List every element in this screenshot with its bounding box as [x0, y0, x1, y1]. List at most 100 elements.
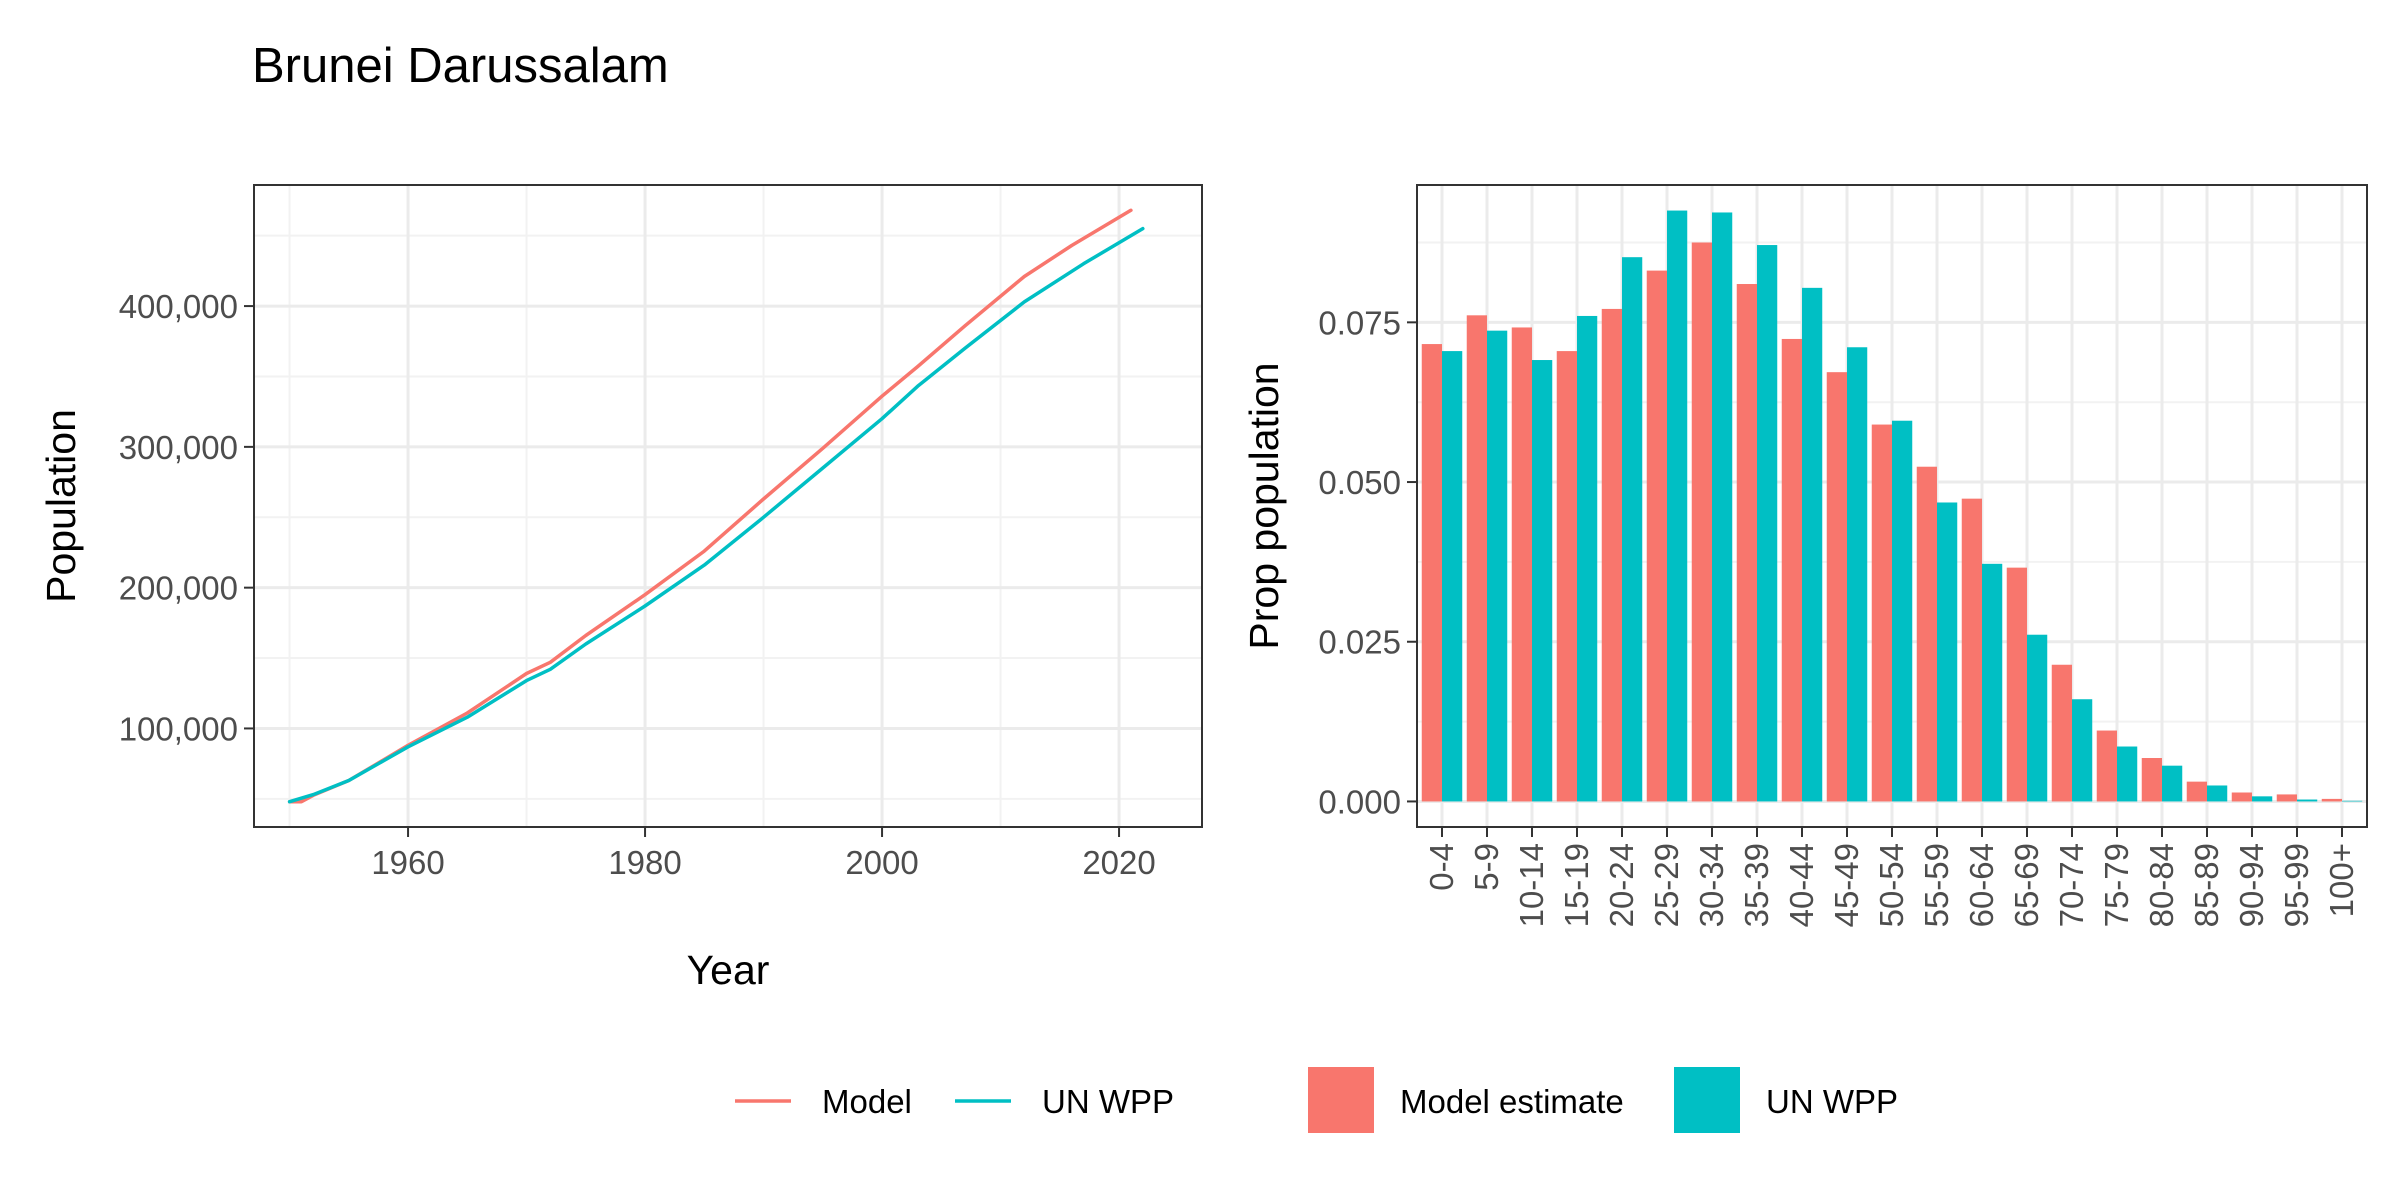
line-chart-x-axis: 1960 1980 2000 2020 [371, 827, 1156, 881]
bar-model-estimate [1916, 466, 1937, 802]
bar-un-wpp [1982, 563, 2003, 802]
bar-model-estimate [1421, 344, 1442, 802]
bar-legend-label: UN WPP [1766, 1083, 1898, 1120]
bar-x-tick-label: 40-44 [1783, 843, 1820, 927]
bar-model-estimate [2186, 781, 2207, 802]
bar-chart-bars [1421, 210, 2363, 802]
line-plot-border [253, 184, 1203, 828]
line-plot-background [254, 185, 1202, 827]
line-y-tick-label: 400,000 [119, 288, 238, 325]
bar-x-tick-label: 10-14 [1513, 843, 1550, 927]
bar-x-tick-label: 65-69 [2008, 843, 2045, 927]
bar-y-tick-label: 0.000 [1318, 783, 1401, 820]
line-chart-series [287, 208, 1145, 804]
bar-model-estimate [1736, 284, 1757, 802]
bar-model-estimate [1556, 351, 1577, 802]
line-y-tick-label: 300,000 [119, 429, 238, 466]
bar-chart-y-axis-title: Prop population [1241, 362, 1287, 649]
bar-x-tick-label: 35-39 [1738, 843, 1775, 927]
bar-model-estimate [2321, 798, 2342, 802]
bar-model-estimate [1646, 270, 1667, 802]
bar-un-wpp [2072, 699, 2093, 802]
bar-model-estimate [1466, 315, 1487, 802]
bar-un-wpp [1577, 315, 1598, 802]
bar-x-tick-label: 75-79 [2098, 843, 2135, 927]
line-x-tick-label: 2020 [1082, 844, 1155, 881]
bar-x-tick-label: 100+ [2323, 843, 2360, 917]
bar-x-tick-label: 50-54 [1873, 843, 1910, 927]
line-y-tick-label: 100,000 [119, 710, 238, 747]
bar-chart-legend: Model estimate UN WPP [1308, 1067, 1898, 1133]
bar-un-wpp [1847, 347, 1868, 802]
bar-model-estimate [2276, 794, 2297, 802]
bar-un-wpp [1892, 420, 1913, 802]
bar-un-wpp [1442, 351, 1463, 802]
bar-un-wpp [2252, 796, 2273, 802]
bar-x-tick-label: 30-34 [1693, 843, 1730, 927]
line-chart-x-axis-title: Year [687, 947, 770, 993]
line-chart-gridlines [254, 185, 1202, 827]
line-series-un-wpp [287, 226, 1145, 804]
bar-model-estimate [1871, 424, 1892, 802]
bar-x-tick-label: 90-94 [2233, 843, 2270, 927]
age-distribution-bar-chart: 0-4 5-9 10-14 15-19 20-24 25-29 30-34 35-39 40-4… [1241, 184, 2368, 1133]
line-x-tick-label: 2000 [845, 844, 918, 881]
bar-x-tick-label: 20-24 [1603, 843, 1640, 927]
bar-legend-label: Model estimate [1400, 1083, 1624, 1120]
bar-y-tick-label: 0.050 [1318, 464, 1401, 501]
bar-un-wpp [1712, 212, 1733, 802]
bar-un-wpp [2297, 799, 2318, 802]
bar-un-wpp [1487, 330, 1508, 802]
bar-un-wpp [2162, 765, 2183, 802]
bar-model-estimate [2231, 792, 2252, 802]
bar-chart-x-axis: 0-4 5-9 10-14 15-19 20-24 25-29 30-34 35-39 40-4… [1423, 827, 2360, 927]
bar-model-estimate [2006, 567, 2027, 802]
bar-model-estimate [1826, 372, 1847, 802]
population-line-chart: 1960 1980 2000 2020 100,000 200,000 300,000 40… [38, 184, 1203, 1120]
bar-un-wpp [1667, 210, 1688, 802]
bar-un-wpp [1622, 257, 1643, 802]
bar-model-estimate [2051, 664, 2072, 802]
bar-x-tick-label: 85-89 [2188, 843, 2225, 927]
line-chart-y-axis-title: Population [38, 409, 84, 603]
bar-x-tick-label: 80-84 [2143, 843, 2180, 927]
bar-un-wpp [1937, 502, 1958, 802]
bar-un-wpp [1802, 287, 1823, 802]
bar-un-wpp [1757, 245, 1778, 802]
line-chart-legend: Model UN WPP [735, 1083, 1174, 1120]
bar-legend-key [1308, 1067, 1374, 1133]
bar-model-estimate [1961, 498, 1982, 802]
line-x-tick-label: 1980 [608, 844, 681, 881]
bar-un-wpp [1532, 360, 1553, 802]
bar-un-wpp [2027, 634, 2048, 802]
bar-chart-y-axis: 0.000 0.025 0.050 0.075 [1318, 304, 1417, 820]
bar-model-estimate [1691, 242, 1712, 802]
figure-title: Brunei Darussalam [252, 39, 669, 93]
line-legend-label: Model [822, 1083, 912, 1120]
bar-model-estimate [2141, 758, 2162, 802]
bar-x-tick-label: 45-49 [1828, 843, 1865, 927]
bar-model-estimate [1601, 308, 1622, 802]
bar-model-estimate [1511, 327, 1532, 802]
line-y-tick-label: 200,000 [119, 570, 238, 607]
bar-un-wpp [2342, 800, 2363, 802]
bar-un-wpp [2207, 785, 2228, 802]
bar-x-tick-label: 0-4 [1423, 843, 1460, 891]
bar-y-tick-label: 0.025 [1318, 624, 1401, 661]
bar-model-estimate [2096, 730, 2117, 802]
bar-x-tick-label: 5-9 [1468, 843, 1505, 891]
bar-un-wpp [2117, 746, 2138, 802]
line-chart-y-axis: 100,000 200,000 300,000 400,000 [119, 288, 254, 747]
line-legend-label: UN WPP [1042, 1083, 1174, 1120]
bar-model-estimate [1781, 338, 1802, 802]
bar-x-tick-label: 55-59 [1918, 843, 1955, 927]
bar-x-tick-label: 60-64 [1963, 843, 2000, 927]
bar-y-tick-label: 0.075 [1318, 304, 1401, 341]
line-x-tick-label: 1960 [371, 844, 444, 881]
bar-x-tick-label: 70-74 [2053, 843, 2090, 927]
bar-legend-key [1674, 1067, 1740, 1133]
bar-x-tick-label: 25-29 [1648, 843, 1685, 927]
bar-x-tick-label: 15-19 [1558, 843, 1595, 927]
bar-x-tick-label: 95-99 [2278, 843, 2315, 927]
